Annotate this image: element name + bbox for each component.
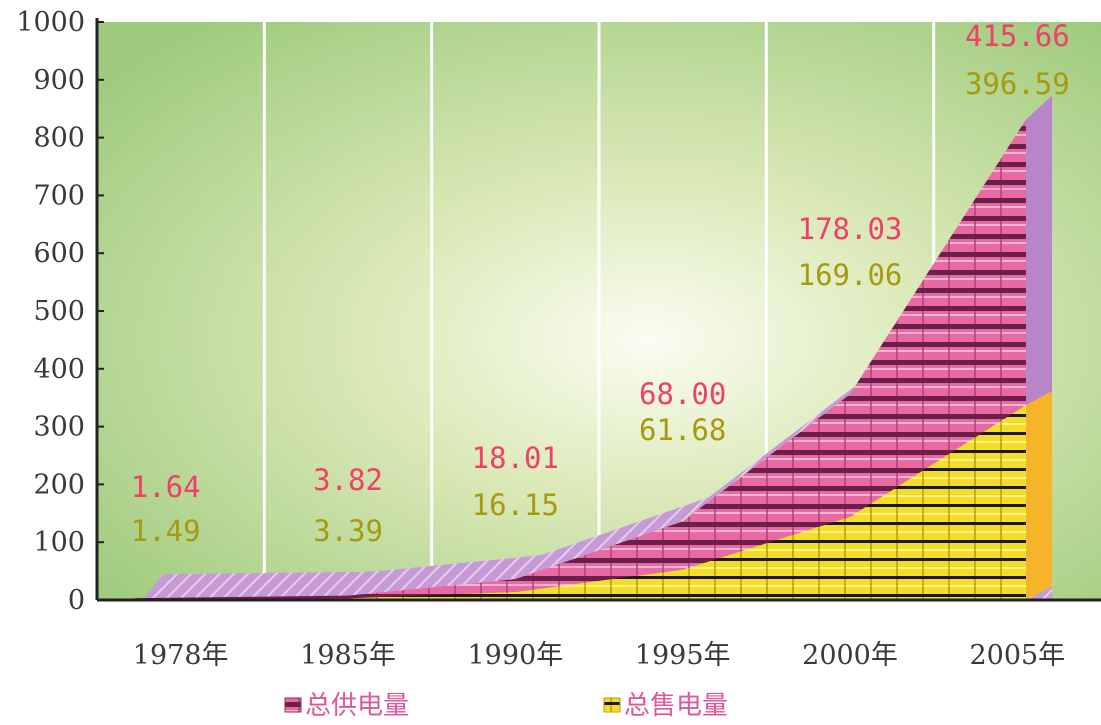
sales-area [117,405,1026,600]
legend-item: 总供电量 [284,691,409,721]
x-tick-label: 1978年 [133,640,229,671]
sales-value-label: 16.15 [472,488,559,522]
y-tick-label: 300 [33,412,85,443]
x-tick-label: 2005年 [969,640,1065,671]
supply-area [117,119,1026,600]
supply-value-label: 68.00 [639,377,726,411]
sales-value-label: 61.68 [639,413,726,447]
legend-label: 总供电量 [305,691,409,721]
legend-swatch [603,697,621,713]
y-tick-label: 0 [68,585,85,616]
y-tick-label: 1000 [16,7,85,38]
sales-value-label: 1.49 [131,514,201,548]
y-tick-label: 400 [33,354,85,385]
x-tick-label: 1990年 [467,640,563,671]
supply-value-label: 1.64 [131,470,201,504]
legend-item: 总售电量 [603,691,728,721]
grid-lines [262,22,936,600]
supply-value-label: 415.66 [965,19,1070,53]
axes: 0 100 200 300 400 500 600 700 800 900 1000 1978年 198… [16,7,1101,671]
sales-area-side [1026,391,1052,600]
supply-value-label: 178.03 [798,212,903,246]
y-tick-label: 100 [33,527,85,558]
x-tick-label: 1985年 [300,640,396,671]
supply-value-label: 3.82 [313,463,383,497]
sales-value-label: 396.59 [965,67,1070,101]
supply-value-label: 18.01 [472,441,559,475]
sales-value-label: 3.39 [313,514,383,548]
area-series [117,95,1052,600]
legend-label: 总售电量 [624,691,728,721]
legend-swatch [284,697,302,713]
y-tick-label: 500 [33,296,85,327]
sales-value-label: 169.06 [798,258,903,292]
y-tick-label: 600 [33,238,85,269]
y-tick-label: 700 [33,180,85,211]
y-tick-label: 900 [33,65,85,96]
legend: 总供电量 总售电量 [284,691,728,721]
y-tick-label: 200 [33,469,85,500]
y-tick-label: 800 [33,123,85,154]
x-tick-label: 2000年 [802,640,898,671]
x-tick-label: 1995年 [635,640,731,671]
